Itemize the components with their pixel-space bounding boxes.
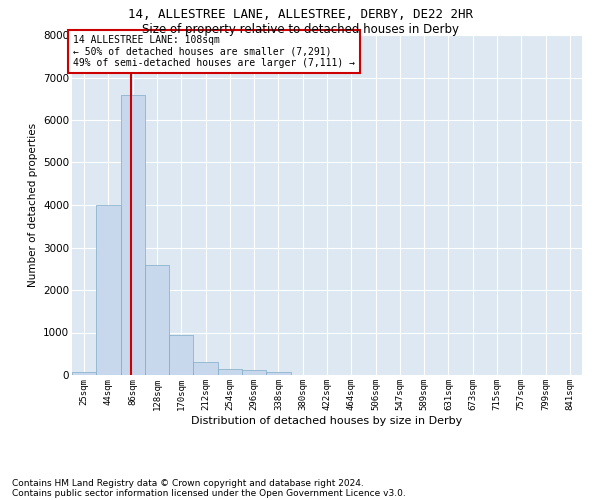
Text: 14 ALLESTREE LANE: 108sqm
← 50% of detached houses are smaller (7,291)
49% of se: 14 ALLESTREE LANE: 108sqm ← 50% of detac… (73, 35, 355, 68)
Bar (242, 370, 266, 375)
Bar (266, 372, 290, 375)
Bar (72, 372, 96, 375)
Bar (145, 264, 169, 375)
Text: 14, ALLESTREE LANE, ALLESTREE, DERBY, DE22 2HR: 14, ALLESTREE LANE, ALLESTREE, DERBY, DE… (128, 8, 473, 20)
Bar (121, 94, 145, 375)
Bar (169, 334, 193, 375)
Bar (218, 370, 242, 375)
Text: Contains public sector information licensed under the Open Government Licence v3: Contains public sector information licen… (12, 488, 406, 498)
Bar (193, 362, 218, 375)
X-axis label: Distribution of detached houses by size in Derby: Distribution of detached houses by size … (191, 416, 463, 426)
Bar (96, 205, 121, 375)
Y-axis label: Number of detached properties: Number of detached properties (28, 123, 38, 287)
Text: Size of property relative to detached houses in Derby: Size of property relative to detached ho… (142, 22, 458, 36)
Text: Contains HM Land Registry data © Crown copyright and database right 2024.: Contains HM Land Registry data © Crown c… (12, 478, 364, 488)
